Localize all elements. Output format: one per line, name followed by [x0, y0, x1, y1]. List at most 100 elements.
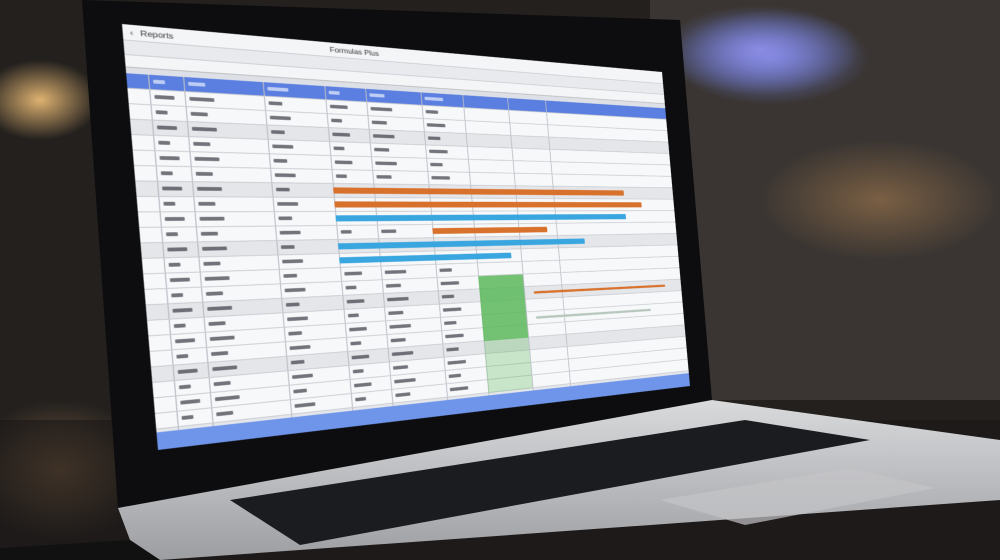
gantt-bar[interactable]: [334, 201, 642, 207]
cell-value[interactable]: [441, 281, 460, 285]
cell-value[interactable]: [449, 374, 462, 379]
cell-value[interactable]: [175, 338, 195, 343]
cell-value[interactable]: [431, 176, 450, 180]
cell-value[interactable]: [444, 321, 457, 325]
cell-value[interactable]: [201, 232, 218, 236]
cell-value[interactable]: [345, 286, 356, 290]
back-icon[interactable]: ‹: [130, 28, 134, 37]
cell-value[interactable]: [192, 127, 217, 132]
cell-value[interactable]: [427, 123, 446, 127]
gantt-bar[interactable]: [333, 187, 624, 195]
cell-value[interactable]: [388, 311, 403, 315]
cell-value[interactable]: [163, 202, 175, 206]
cell-value[interactable]: [344, 271, 362, 275]
cell-value[interactable]: [446, 347, 459, 351]
cell-value[interactable]: [275, 173, 296, 177]
cell-value[interactable]: [331, 119, 342, 123]
cell-value[interactable]: [335, 160, 353, 164]
cell-value[interactable]: [393, 365, 408, 370]
cell-value[interactable]: [389, 324, 411, 329]
cell-value[interactable]: [165, 217, 185, 221]
cell-value[interactable]: [172, 308, 192, 313]
cell-value[interactable]: [290, 345, 311, 350]
cell-value[interactable]: [194, 157, 219, 161]
cell-value[interactable]: [182, 415, 194, 420]
cell-value[interactable]: [369, 93, 384, 97]
cell-value[interactable]: [430, 163, 443, 167]
cell-value[interactable]: [394, 378, 416, 383]
cell-value[interactable]: [169, 263, 181, 267]
cell-value[interactable]: [386, 284, 401, 288]
cell-value[interactable]: [288, 331, 302, 336]
cell-value[interactable]: [392, 351, 414, 356]
cell-value[interactable]: [171, 293, 183, 297]
cell-value[interactable]: [387, 297, 409, 302]
cell-value[interactable]: [197, 187, 222, 191]
cell-value[interactable]: [272, 144, 293, 148]
cell-value[interactable]: [355, 397, 366, 402]
cell-value[interactable]: [215, 395, 240, 401]
cell-value[interactable]: [216, 411, 233, 417]
cell-value[interactable]: [350, 341, 361, 345]
cell-value[interactable]: [280, 231, 301, 235]
highlighted-range[interactable]: [484, 338, 533, 393]
cell-value[interactable]: [208, 321, 225, 326]
cell-value[interactable]: [159, 156, 179, 160]
cell-value[interactable]: [214, 381, 231, 386]
cell-value[interactable]: [381, 229, 396, 233]
cell-value[interactable]: [270, 116, 291, 121]
cell-value[interactable]: [445, 334, 464, 339]
cell-value[interactable]: [203, 262, 220, 266]
cell-value[interactable]: [212, 365, 237, 371]
cell-value[interactable]: [202, 246, 227, 250]
cell-value[interactable]: [354, 382, 372, 387]
cell-value[interactable]: [332, 133, 350, 137]
table-row[interactable]: [137, 197, 675, 212]
cell-value[interactable]: [442, 295, 455, 299]
cell-value[interactable]: [170, 278, 190, 283]
cell-value[interactable]: [439, 268, 452, 272]
cell-value[interactable]: [191, 112, 208, 117]
cell-value[interactable]: [426, 110, 439, 114]
cell-value[interactable]: [154, 95, 174, 100]
cell-value[interactable]: [156, 110, 168, 114]
cell-value[interactable]: [178, 369, 198, 374]
toolbar-label-formulas[interactable]: Formulas Plus: [329, 45, 379, 57]
cell-value[interactable]: [292, 374, 313, 379]
highlighted-range[interactable]: [478, 274, 528, 341]
cell-value[interactable]: [206, 291, 223, 295]
cell-value[interactable]: [330, 105, 348, 109]
cell-value[interactable]: [157, 125, 177, 130]
cell-value[interactable]: [269, 101, 283, 105]
cell-value[interactable]: [162, 187, 182, 191]
cell-value[interactable]: [353, 369, 364, 373]
cell-value[interactable]: [271, 130, 285, 134]
cell-value[interactable]: [276, 188, 290, 192]
cell-value[interactable]: [189, 97, 214, 102]
cell-value[interactable]: [447, 360, 466, 365]
cell-value[interactable]: [395, 392, 410, 397]
cell-value[interactable]: [443, 307, 462, 311]
cell-value[interactable]: [174, 324, 186, 329]
cell-value[interactable]: [278, 216, 292, 220]
cell-value[interactable]: [375, 161, 397, 165]
cell-value[interactable]: [352, 355, 370, 360]
cell-value[interactable]: [207, 306, 232, 311]
cell-value[interactable]: [329, 91, 340, 95]
cell-value[interactable]: [180, 399, 200, 405]
cell-value[interactable]: [333, 146, 344, 150]
cell-value[interactable]: [199, 217, 224, 221]
cell-value[interactable]: [205, 276, 230, 281]
cell-value[interactable]: [349, 327, 367, 332]
cell-value[interactable]: [291, 360, 305, 365]
cell-value[interactable]: [370, 107, 392, 112]
cell-value[interactable]: [282, 259, 303, 263]
cell-value[interactable]: [196, 172, 213, 176]
gantt-bar[interactable]: [335, 214, 626, 221]
cell-value[interactable]: [198, 202, 215, 206]
cell-value[interactable]: [211, 351, 228, 356]
cell-value[interactable]: [267, 87, 288, 92]
cell-value[interactable]: [391, 338, 406, 343]
cell-value[interactable]: [347, 299, 365, 303]
cell-value[interactable]: [429, 150, 448, 154]
